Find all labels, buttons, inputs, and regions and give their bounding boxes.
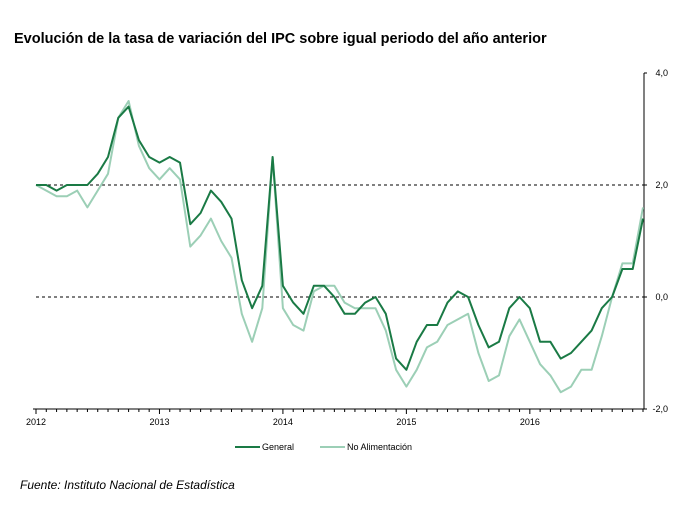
reference-lines [36, 184, 644, 298]
series-line-no-alimentacion [35, 100, 644, 394]
y-tick-label: 2,0 [655, 180, 668, 190]
x-tick-label: 2013 [149, 417, 169, 427]
x-tick-label: 2012 [26, 417, 46, 427]
source-note: Fuente: Instituto Nacional de Estadístic… [20, 478, 235, 492]
y-tick-label: -2,0 [652, 404, 668, 414]
y-tick-label: 4,0 [655, 68, 668, 78]
legend: General No Alimentación [235, 442, 412, 452]
x-tick-label: 2014 [273, 417, 293, 427]
legend-label-0: General [262, 442, 294, 452]
chart-title: Evolución de la tasa de variación del IP… [14, 31, 547, 47]
x-tick-labels: 2012 2013 2014 2015 2016 [26, 417, 540, 427]
y-tick-label: 0,0 [655, 292, 668, 302]
x-tick-label: 2015 [396, 417, 416, 427]
y-tick-labels: 4,0 2,0 0,0 -2,0 [652, 68, 668, 414]
series-line-general [36, 105, 644, 371]
legend-label-1: No Alimentación [347, 442, 412, 452]
x-tick-label: 2016 [520, 417, 540, 427]
axes [33, 72, 647, 414]
series-layer [35, 100, 644, 394]
